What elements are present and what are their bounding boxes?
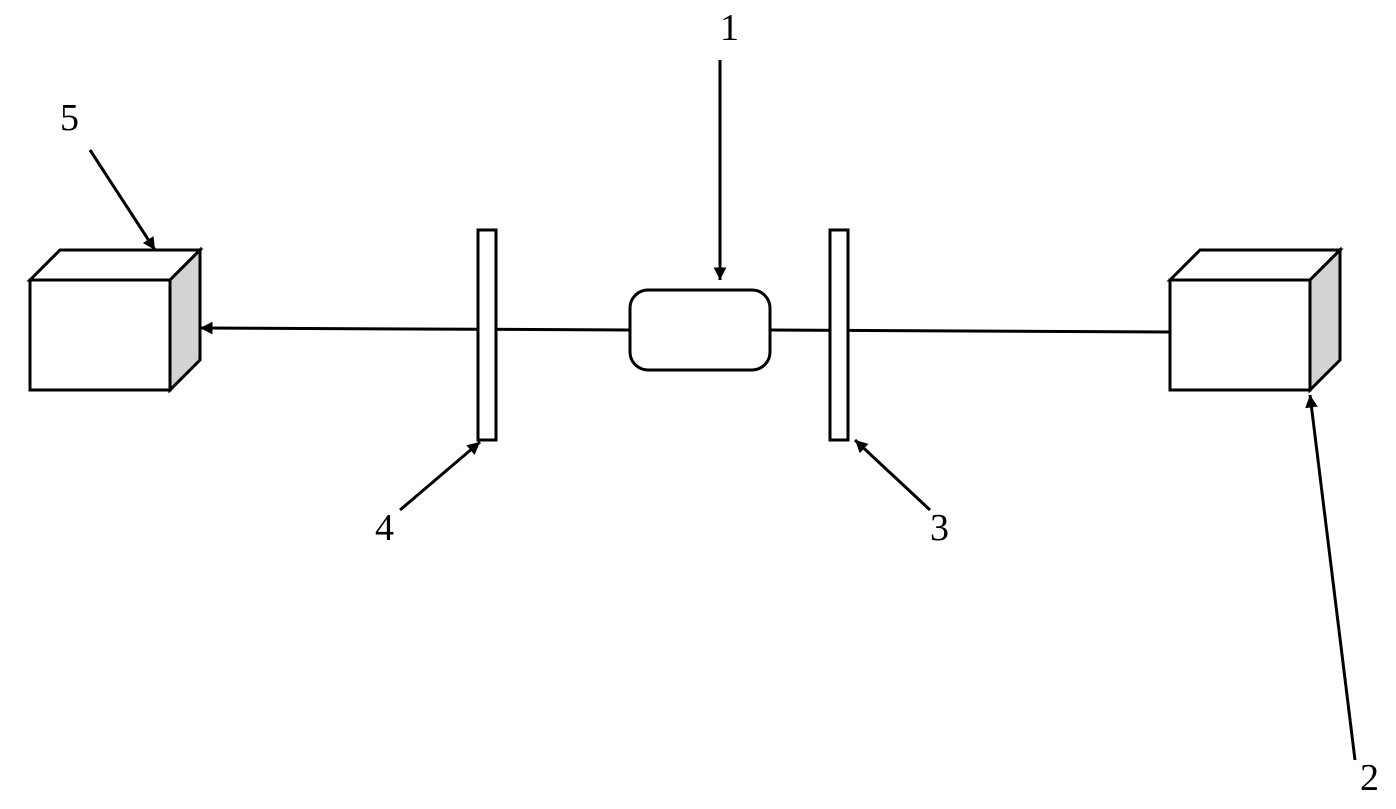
label-5: 5 bbox=[60, 97, 79, 139]
label-4: 4 bbox=[375, 507, 394, 549]
label-3: 3 bbox=[930, 507, 949, 549]
diagram-canvas: 1 2 3 4 5 bbox=[0, 0, 1396, 809]
label-2: 2 bbox=[1360, 757, 1379, 799]
label-1: 1 bbox=[720, 7, 739, 49]
